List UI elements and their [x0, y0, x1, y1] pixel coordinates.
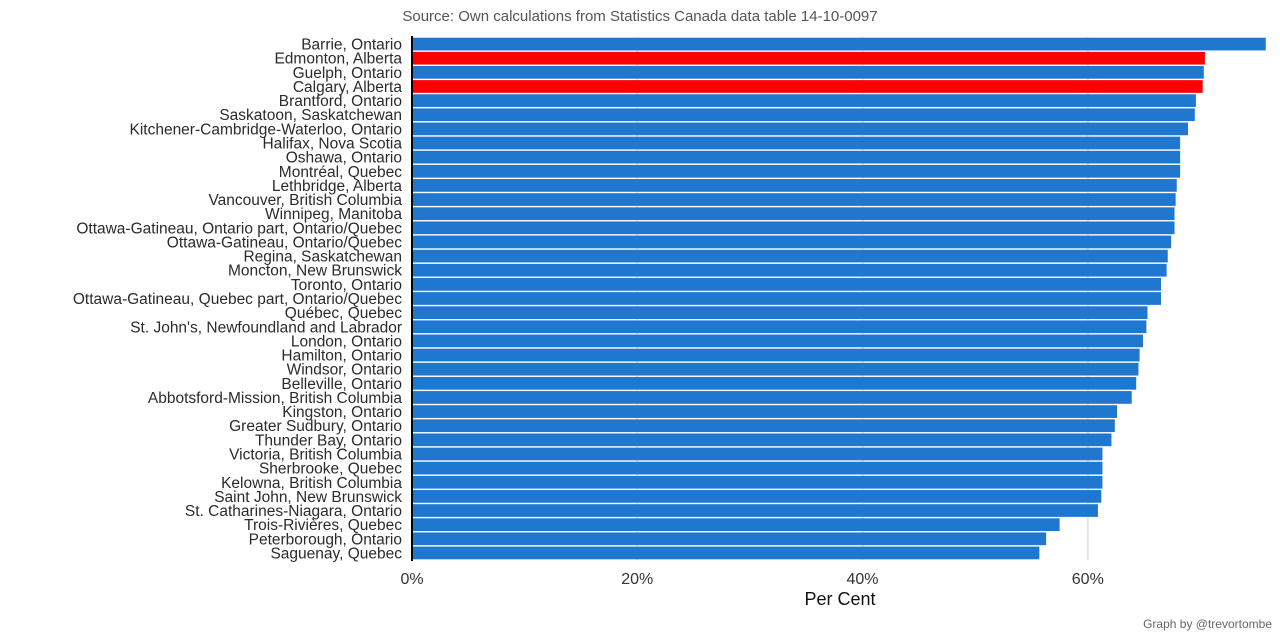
- bar: [412, 164, 1181, 178]
- category-label: Ottawa-Gatineau, Quebec part, Ontario/Qu…: [73, 291, 402, 308]
- bar: [412, 278, 1161, 291]
- category-label: Lethbridge, Alberta: [272, 178, 403, 195]
- category-label: Belleville, Ontario: [281, 376, 402, 393]
- category-label: Québec, Quebec: [285, 305, 402, 322]
- bar: [412, 306, 1148, 319]
- bar: [412, 150, 1181, 164]
- category-label: Oshawa, Ontario: [286, 150, 402, 167]
- category-label: Winnipeg, Manitoba: [265, 206, 402, 223]
- bar: [412, 546, 1040, 560]
- category-label: Ottawa-Gatineau, Ontario/Quebec: [167, 234, 402, 251]
- category-label: Edmonton, Alberta: [274, 51, 402, 68]
- bar: [412, 433, 1112, 447]
- chart-source-note: Source: Own calculations from Statistics…: [402, 8, 878, 25]
- bar: [412, 518, 1060, 532]
- bar: [412, 348, 1140, 362]
- bar: [412, 376, 1137, 390]
- category-label: Barrie, Ontario: [301, 37, 402, 54]
- category-label: Saint John, New Brunswick: [214, 489, 402, 506]
- category-label: Greater Sudbury, Ontario: [229, 418, 402, 435]
- bar: [412, 532, 1047, 546]
- category-label: Calgary, Alberta: [293, 79, 403, 96]
- graph-credit: Graph by @trevortombe: [1143, 617, 1272, 631]
- category-label: Victoria, British Columbia: [229, 446, 402, 463]
- category-label: Peterborough, Ontario: [249, 531, 402, 548]
- bar: [412, 65, 1204, 79]
- x-tick-label: 20%: [621, 571, 653, 588]
- bar: [412, 136, 1181, 150]
- category-label: Kingston, Ontario: [282, 404, 402, 421]
- category-label: Montréal, Quebec: [279, 164, 402, 181]
- bar: [412, 94, 1196, 107]
- bar: [412, 292, 1161, 305]
- category-label: Kitchener-Cambridge-Waterloo, Ontario: [129, 121, 402, 138]
- bars: [412, 37, 1266, 560]
- bar: [412, 122, 1189, 136]
- bar: [412, 221, 1175, 235]
- category-label: Moncton, New Brunswick: [228, 263, 402, 280]
- category-label: Saguenay, Quebec: [270, 545, 402, 562]
- bar: [412, 249, 1168, 263]
- bar: [412, 475, 1103, 489]
- bar: [412, 193, 1176, 206]
- x-axis-ticks: 0% 20% 40% 60%: [400, 571, 1103, 588]
- bar: [412, 51, 1205, 65]
- x-tick-label: 0%: [400, 571, 423, 588]
- category-label: Halifax, Nova Scotia: [262, 136, 402, 153]
- category-label: London, Ontario: [291, 333, 402, 350]
- bar: [412, 391, 1132, 404]
- category-label: Ottawa-Gatineau, Ontario part, Ontario/Q…: [76, 220, 402, 237]
- bar: [412, 334, 1143, 348]
- bar: [412, 419, 1115, 433]
- category-label: Sherbrooke, Quebec: [259, 461, 402, 478]
- bar: [412, 263, 1167, 277]
- bar: [412, 108, 1195, 122]
- bar: [412, 179, 1177, 192]
- category-label: Vancouver, British Columbia: [208, 192, 402, 209]
- category-label: Kelowna, British Columbia: [221, 475, 402, 492]
- bar: [412, 362, 1139, 376]
- category-label: Regina, Saskatchewan: [243, 249, 402, 266]
- category-label: Hamilton, Ontario: [281, 348, 402, 365]
- bar: [412, 504, 1098, 517]
- category-label: Toronto, Ontario: [291, 277, 402, 294]
- category-label: Thunder Bay, Ontario: [255, 432, 402, 449]
- bar: [412, 207, 1175, 221]
- category-label: Guelph, Ontario: [293, 65, 402, 82]
- bar: [412, 461, 1103, 475]
- category-label: St. John's, Newfoundland and Labrador: [130, 319, 402, 336]
- category-label: Trois-Rivières, Quebec: [244, 517, 402, 534]
- bar: [412, 447, 1103, 461]
- category-label: Brantford, Ontario: [279, 93, 402, 110]
- bar: [412, 235, 1172, 249]
- x-tick-label: 60%: [1072, 571, 1104, 588]
- x-tick-label: 40%: [847, 571, 879, 588]
- category-label: Abbotsford-Mission, British Columbia: [148, 390, 403, 407]
- category-label: St. Catharines-Niagara, Ontario: [185, 503, 402, 520]
- bar: [412, 490, 1102, 503]
- bar: [412, 320, 1147, 334]
- category-label: Windsor, Ontario: [287, 362, 402, 379]
- bar: [412, 37, 1266, 51]
- x-axis-title: Per Cent: [804, 589, 875, 609]
- category-label: Saskatoon, Saskatchewan: [219, 107, 402, 124]
- bar: [412, 405, 1118, 418]
- bar: [412, 80, 1203, 93]
